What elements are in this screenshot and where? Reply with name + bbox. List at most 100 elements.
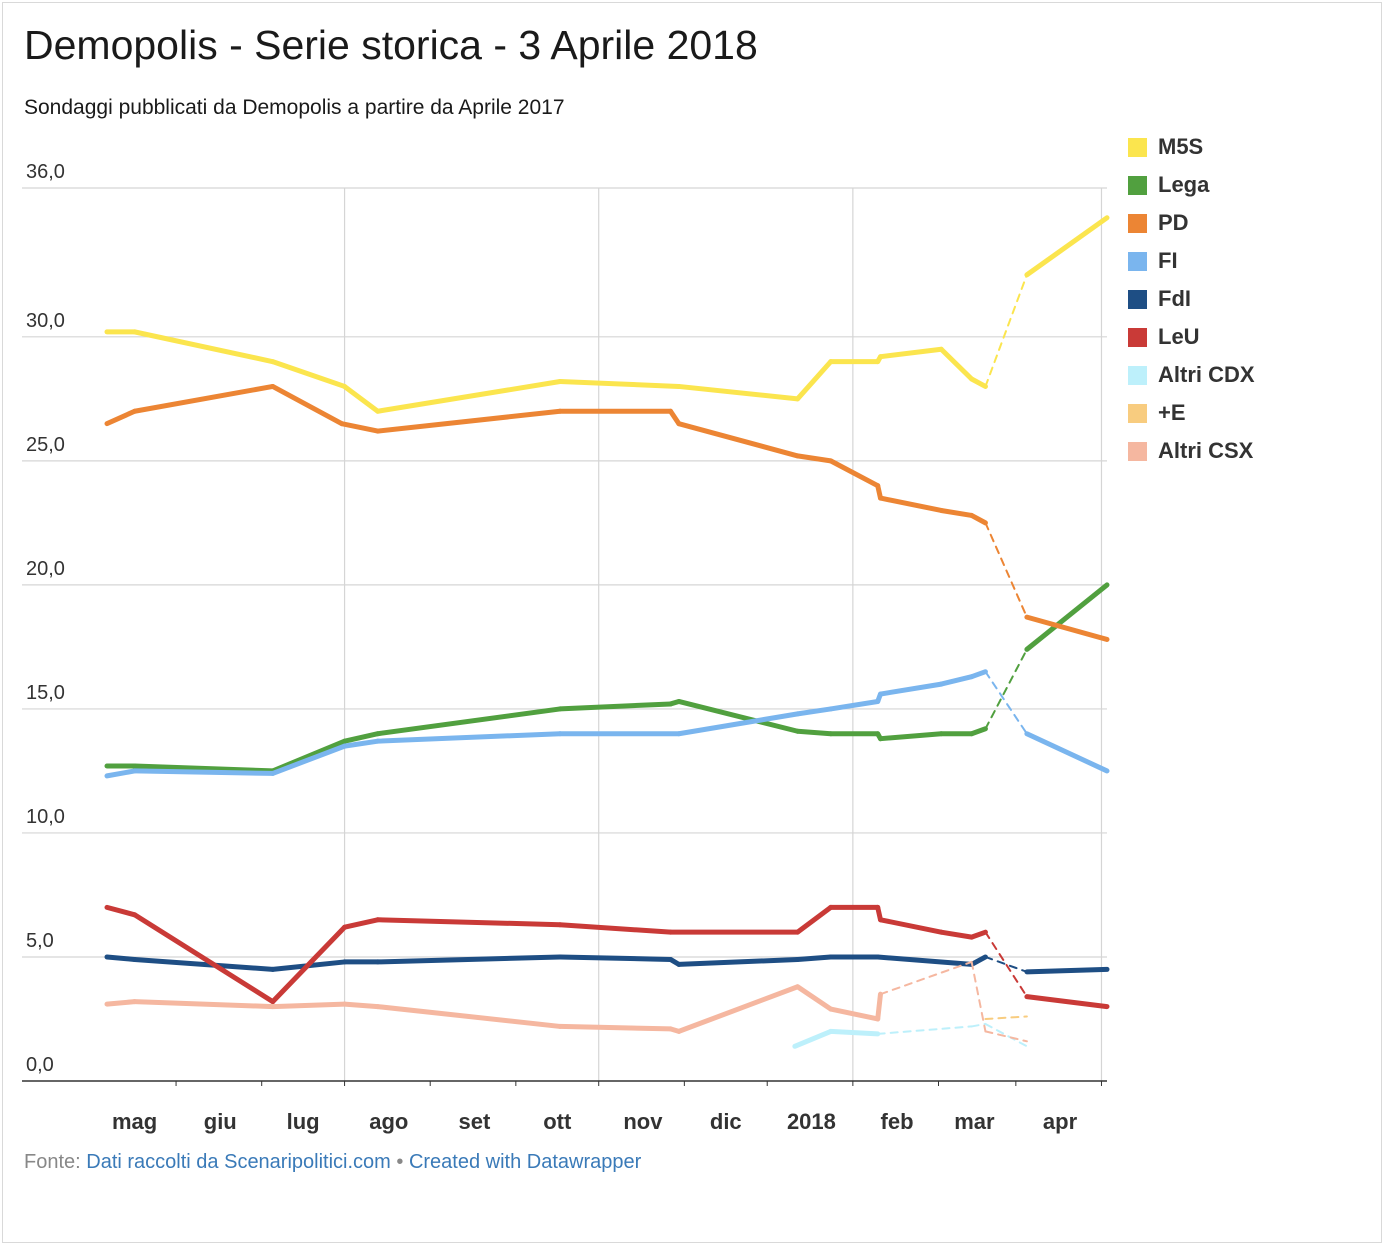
- series-segment-fi: [270, 743, 348, 776]
- series-segment-leu: [1024, 994, 1110, 1010]
- series-segment-fdi: [132, 956, 276, 972]
- series-segment-lega: [1024, 582, 1110, 652]
- series-segment-altri-csx: [879, 960, 973, 996]
- legend-item-altri-cdx[interactable]: Altri CDX: [1128, 356, 1255, 394]
- legend-item-pd[interactable]: PD: [1128, 204, 1255, 242]
- series-segment-leu: [270, 924, 348, 1005]
- x-tick-label: ago: [369, 1109, 408, 1134]
- x-tick-label: apr: [1043, 1109, 1078, 1134]
- series-segment-fi: [342, 738, 381, 749]
- legend-label: M5S: [1158, 134, 1204, 159]
- series-segment-fi: [132, 768, 276, 776]
- series-segment-altri-csx: [375, 1004, 563, 1029]
- chart-title: Demopolis - Serie storica - 3 Aprile 201…: [24, 22, 758, 68]
- series-segment-m5s: [375, 378, 563, 414]
- series-segment-fi: [676, 711, 801, 737]
- series-segment-leu: [969, 929, 988, 940]
- legend-swatch: [1128, 137, 1147, 157]
- series-segment-lega: [342, 731, 381, 744]
- series-segment-lega: [969, 726, 988, 737]
- series-segment-altri-csx: [676, 984, 801, 1034]
- series-segment-m5s: [1024, 215, 1110, 278]
- series-segment-altri-csx: [984, 1030, 1028, 1043]
- series-segment-fdi: [676, 956, 801, 967]
- legend-item-m5s[interactable]: M5S: [1128, 128, 1255, 166]
- series-segment-altri-csx: [132, 999, 276, 1010]
- series-segment-leu: [938, 929, 975, 940]
- legend-label: Altri CSX: [1158, 438, 1254, 463]
- legend-item-fdi[interactable]: FdI: [1128, 280, 1255, 318]
- legend: M5S Lega PD FI FdI LeU Altri CDX +E Altri CSX: [1128, 128, 1255, 470]
- source-link[interactable]: Dati raccolti da Scenaripolitici.com: [86, 1151, 391, 1173]
- series-segment-fi: [104, 768, 138, 779]
- y-tick-label: 0,0: [26, 1054, 54, 1076]
- legend-swatch: [1128, 327, 1147, 347]
- series-segment-pd: [795, 453, 834, 464]
- series-segment-fi: [938, 674, 975, 687]
- axes: 0,0 5,0 10,0 15,0 20,0 25,0 30,0 36,0 mag giu lug a…: [22, 161, 1107, 1134]
- series-segment-altri-cdx: [984, 1022, 1028, 1048]
- series-segment-m5s: [984, 273, 1028, 388]
- y-tick-label: 5,0: [26, 930, 54, 952]
- footer: Fonte: Dati raccolti da Scenaripolitici.…: [24, 1151, 641, 1174]
- y-tick-label: 25,0: [26, 434, 65, 456]
- legend-item-fi[interactable]: FI: [1128, 242, 1255, 280]
- legend-swatch: [1128, 251, 1147, 271]
- series-segment-lega: [676, 698, 801, 734]
- series-lines: [104, 215, 1110, 1049]
- series-segment-lega: [795, 728, 834, 737]
- legend-label: FdI: [1158, 286, 1191, 311]
- series-segment-pd: [104, 408, 138, 427]
- series-segment-altri-cdx: [876, 1025, 973, 1035]
- series-segment-m5s: [877, 346, 944, 360]
- series-segment-leu: [342, 917, 381, 930]
- x-tick-label: nov: [623, 1109, 663, 1134]
- series-segment-altri-csx: [970, 960, 987, 1033]
- legend-label: PD: [1158, 210, 1189, 235]
- series-segment-m5s: [270, 359, 348, 389]
- legend-swatch: [1128, 289, 1147, 309]
- series-segment-altri-csx: [795, 984, 834, 1012]
- y-tick-label: 30,0: [26, 310, 65, 332]
- legend-label: LeU: [1158, 324, 1200, 349]
- y-tick-label: 10,0: [26, 806, 65, 828]
- series-segment-pd: [828, 458, 881, 489]
- series-segment-fdi: [557, 954, 674, 962]
- series-segment-fi: [795, 706, 834, 717]
- legend-swatch: [1128, 365, 1147, 385]
- legend-label: Altri CDX: [1158, 362, 1255, 387]
- legend-item-leu[interactable]: LeU: [1128, 318, 1255, 356]
- datawrapper-link[interactable]: Created with Datawrapper: [408, 1151, 642, 1173]
- series-segment-fi: [828, 698, 881, 712]
- series-segment-altri-cdx: [792, 1028, 834, 1049]
- x-tick-label: set: [459, 1109, 491, 1134]
- series-segment-leu: [557, 922, 674, 935]
- legend-item-e[interactable]: +E: [1128, 394, 1255, 432]
- legend-swatch: [1128, 213, 1147, 233]
- series-segment-fdi: [375, 954, 563, 965]
- x-tick-label: lug: [287, 1109, 320, 1134]
- y-tick-label: 20,0: [26, 558, 65, 580]
- series-segment-pd: [132, 383, 276, 414]
- x-tick-label: giu: [204, 1109, 237, 1134]
- legend-swatch: [1128, 175, 1147, 195]
- series-segment-pd: [1024, 614, 1110, 642]
- series-segment-lega: [877, 731, 944, 742]
- x-tick-label: mar: [954, 1109, 995, 1134]
- series-segment-altri-cdx: [970, 1022, 987, 1028]
- series-segment-fdi: [969, 954, 988, 967]
- chart-subtitle: Sondaggi pubblicati da Demopolis a parti…: [24, 96, 565, 119]
- legend-item-lega[interactable]: Lega: [1128, 166, 1255, 204]
- series-segment-altri-csx: [270, 1001, 348, 1010]
- series-segment-m5s: [342, 383, 381, 414]
- legend-item-altri-csx[interactable]: Altri CSX: [1128, 432, 1255, 470]
- series-segment-altri-csx: [828, 1006, 881, 1022]
- x-tick-label: 2018: [787, 1109, 836, 1134]
- series-segment-pd: [270, 383, 345, 427]
- legend-label: +E: [1158, 400, 1186, 425]
- series-segment-altri-csx: [342, 1001, 381, 1010]
- series-segment-fi: [969, 669, 988, 680]
- series-segment-altri-csx: [557, 1023, 674, 1032]
- series-segment-lega: [132, 763, 276, 774]
